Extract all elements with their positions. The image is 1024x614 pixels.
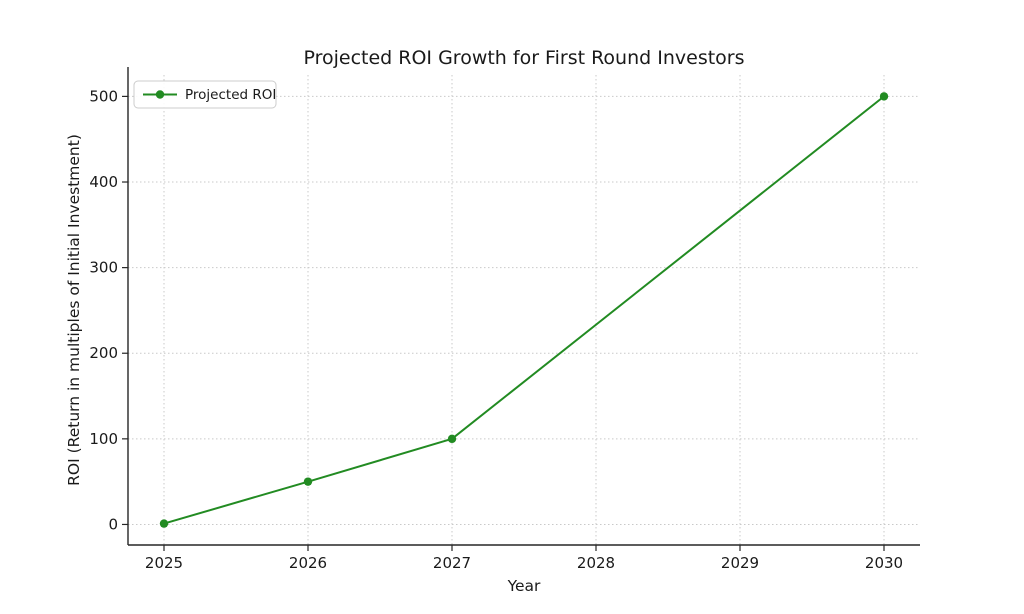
y-tick-label: 400 xyxy=(89,173,118,191)
legend-marker-icon xyxy=(155,90,165,99)
y-axis-label: ROI (Return in multiples of Initial Inve… xyxy=(65,134,83,486)
x-tick-label: 2026 xyxy=(289,554,327,572)
data-line xyxy=(163,95,885,525)
chart-title: Projected ROI Growth for First Round Inv… xyxy=(303,47,744,69)
x-tick-label: 2027 xyxy=(433,554,471,572)
legend: Projected ROI xyxy=(133,80,277,109)
y-tick-label: 0 xyxy=(108,515,118,533)
data-point xyxy=(879,92,889,101)
y-tick-label: 500 xyxy=(89,87,118,105)
legend-label: Projected ROI xyxy=(185,87,276,103)
data-point xyxy=(303,477,313,486)
x-tick-label: 2030 xyxy=(865,554,903,572)
y-tick-label: 200 xyxy=(89,344,118,362)
y-tick-label: 100 xyxy=(89,430,118,448)
x-tick-label: 2025 xyxy=(145,554,183,572)
x-tick-label: 2029 xyxy=(721,554,759,572)
x-tick-label: 2028 xyxy=(577,554,615,572)
data-point xyxy=(447,434,457,444)
legend-box xyxy=(133,80,277,109)
x-axis-label: Year xyxy=(507,577,541,595)
y-tick-label: 300 xyxy=(89,259,118,277)
plot-area: 2025 2026 2027 2028 2029 2030 0 100 200 300 400 500 xyxy=(89,67,920,572)
data-point xyxy=(159,519,169,528)
